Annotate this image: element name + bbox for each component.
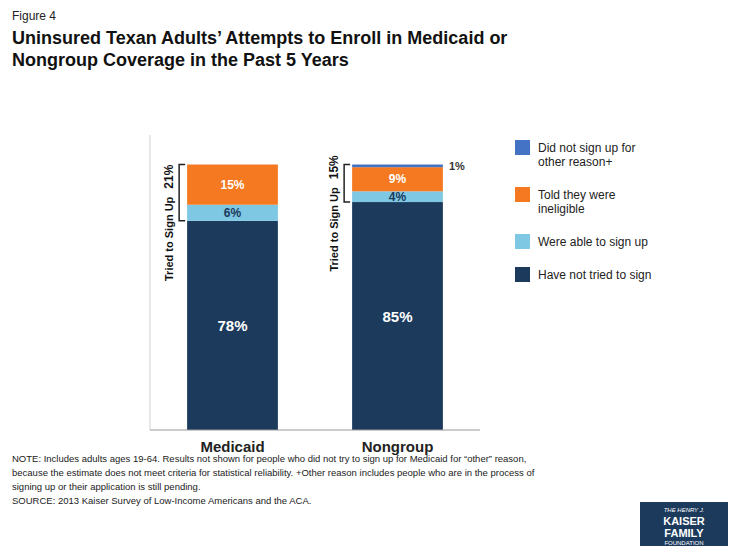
legend-swatch [515,267,530,282]
data-label: 4% [389,190,407,204]
legend: Did not sign up forother reason+ Told the… [515,140,651,282]
legend-swatch [515,140,530,155]
bar-segment [187,221,278,430]
data-label: 78% [217,317,247,334]
note: NOTE: Includes adults ages 19-64. Result… [12,453,535,506]
logo-box [640,502,728,546]
data-labels: 78% 85% 6% 4% 15% 9% 1% [217,160,465,334]
bar-segment [352,202,443,430]
x-axis-line [150,430,480,431]
bars [187,165,443,431]
bar-segment [187,165,278,205]
bar-segment [187,164,278,165]
data-label: 85% [382,308,412,325]
logo-text: THE HENRY J. [664,507,705,513]
bracket-text: Tried to Sign Up [163,196,175,281]
data-label: 6% [224,206,242,220]
legend-label: Told they wereineligible [538,188,616,216]
legend-label: Did not sign up forother reason+ [538,141,635,169]
bracket-value: 21% [162,164,176,188]
bracket-text: Tried to Sign Up [328,187,340,272]
data-label: 9% [389,172,407,186]
data-label: 15% [220,178,244,192]
title: Uninsured Texan Adults’ Attempts to Enro… [12,28,507,70]
y-axis-line [150,135,151,430]
bar-segment [352,167,443,191]
bracket [344,165,350,203]
logo-text: FOUNDATION [664,540,703,546]
subtitle: Figure 4 [12,9,56,23]
data-label: 1% [449,160,465,172]
bar-segment [352,165,443,168]
bar-segment [187,205,278,221]
legend-swatch [515,234,530,249]
chart: Figure 4 Uninsured Texan Adults’ Attempts… [0,0,735,551]
logo-text: FAMILY [664,527,704,539]
bracket [179,165,185,221]
legend-label: Have not tried to sign [538,268,651,282]
logo-text: KAISER [663,515,705,527]
legend-label: Were able to sign up [538,235,648,249]
legend-swatch [515,187,530,202]
logo: THE HENRY J. KAISERFAMILYFOUNDATION [640,502,728,546]
brackets: 21% Tried to Sign Up 15% Tried to Sign Up [162,155,350,281]
bracket-value: 15% [327,155,341,179]
